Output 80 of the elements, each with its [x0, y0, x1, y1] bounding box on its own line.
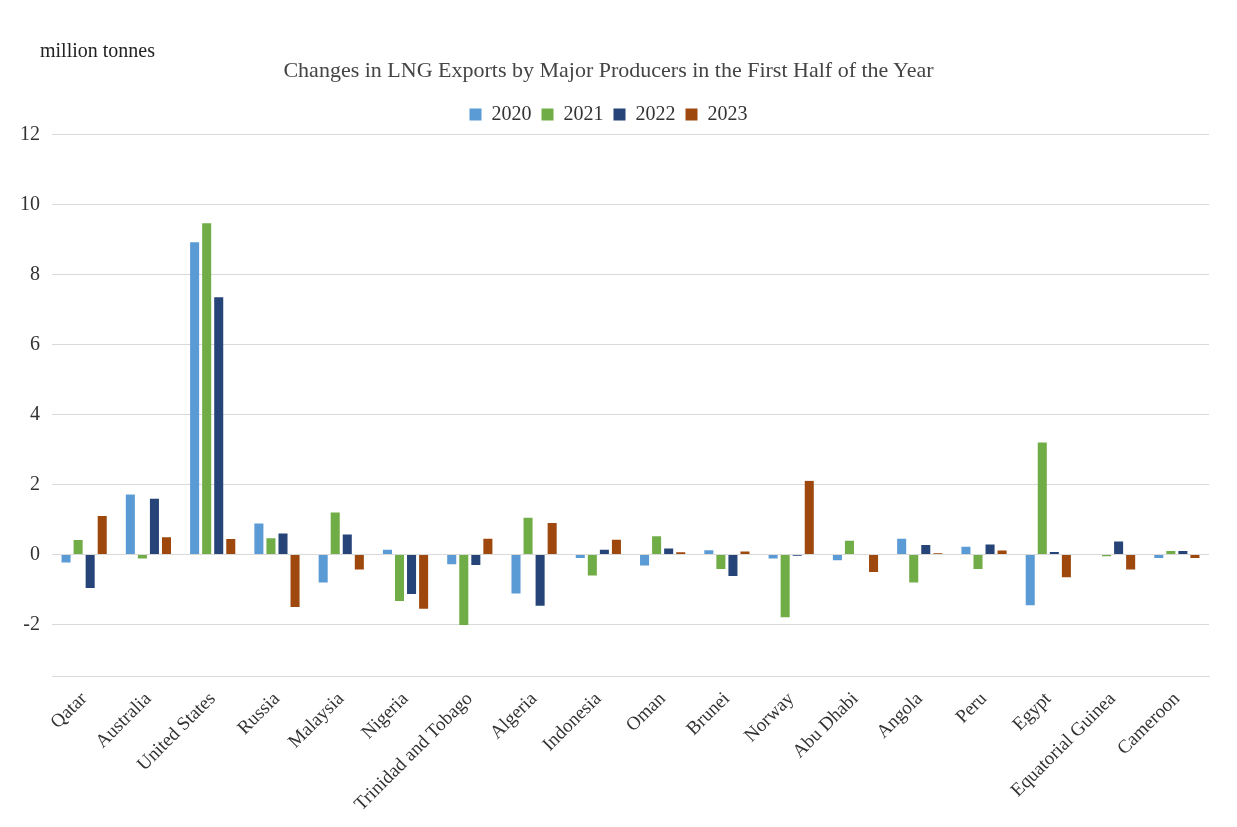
bar: [1166, 550, 1176, 554]
bar: [547, 522, 557, 554]
x-tick-label: Peru: [950, 687, 991, 727]
legend-label: 2021: [563, 101, 604, 124]
bar: [780, 554, 790, 618]
bar: [1190, 554, 1200, 558]
bar: [973, 554, 983, 570]
y-tick-label: 12: [20, 121, 40, 144]
bar: [85, 554, 95, 588]
y-tick-label: -2: [23, 611, 40, 634]
bar: [278, 533, 288, 554]
bar: [716, 554, 726, 570]
bar: [447, 554, 457, 565]
bar: [535, 554, 545, 606]
bar: [97, 515, 107, 554]
bar: [704, 550, 714, 554]
bar: [318, 554, 328, 583]
bar: [611, 539, 621, 554]
bar: [768, 554, 778, 559]
bar: [640, 554, 650, 566]
bar: [869, 554, 879, 572]
bar: [961, 546, 971, 554]
legend-label: 2022: [635, 101, 676, 124]
bar: [226, 538, 236, 554]
bar: [909, 554, 919, 583]
bar: [202, 223, 212, 554]
bar: [214, 297, 224, 554]
bar: [330, 512, 340, 554]
bar: [844, 540, 854, 554]
y-axis-title: million tonnes: [40, 39, 156, 62]
bar: [804, 480, 814, 554]
bar: [1114, 541, 1124, 554]
chart-title: Changes in LNG Exports by Major Producers in the First Half of the Year: [283, 56, 935, 82]
bar: [73, 540, 83, 554]
y-tick-label: 6: [30, 331, 40, 354]
bar: [599, 549, 609, 554]
bar: [137, 554, 147, 559]
bar: [921, 544, 931, 554]
bar: [511, 554, 521, 594]
legend-label: 2023: [707, 101, 748, 124]
legend-label: 2020: [491, 101, 532, 124]
bar: [587, 554, 597, 576]
bar: [652, 536, 662, 554]
bar: [459, 554, 469, 626]
bar: [149, 498, 159, 554]
bar: [1154, 554, 1164, 558]
bar: [1178, 550, 1188, 554]
y-tick-label: 8: [30, 261, 40, 284]
bar: [290, 554, 300, 607]
bar: [354, 554, 364, 570]
y-tick-label: 10: [20, 191, 40, 214]
bar: [1061, 554, 1071, 578]
bar: [190, 242, 200, 554]
bar: [897, 538, 907, 554]
bar: [1025, 554, 1035, 606]
bar: [394, 554, 405, 601]
bar: [1126, 554, 1136, 570]
bar: [266, 538, 276, 554]
bar: [832, 554, 842, 561]
bar: [1037, 442, 1047, 554]
y-tick-label: 2: [30, 471, 40, 494]
y-tick-label: 4: [30, 401, 40, 424]
bar: [407, 554, 417, 594]
bar: [483, 538, 493, 554]
bar: [161, 537, 172, 554]
bar: [740, 551, 750, 554]
bar: [471, 554, 481, 565]
bar: [997, 550, 1007, 554]
bar: [728, 554, 738, 577]
bar: [664, 548, 674, 554]
bar: [523, 517, 533, 554]
bar: [254, 523, 264, 554]
bar: [61, 554, 71, 563]
bar: [985, 544, 995, 554]
bar: [125, 494, 135, 554]
bar: [419, 554, 429, 609]
bar: [575, 554, 585, 558]
bar: [382, 549, 392, 554]
bar: [342, 534, 352, 554]
y-tick-label: 0: [30, 541, 40, 564]
